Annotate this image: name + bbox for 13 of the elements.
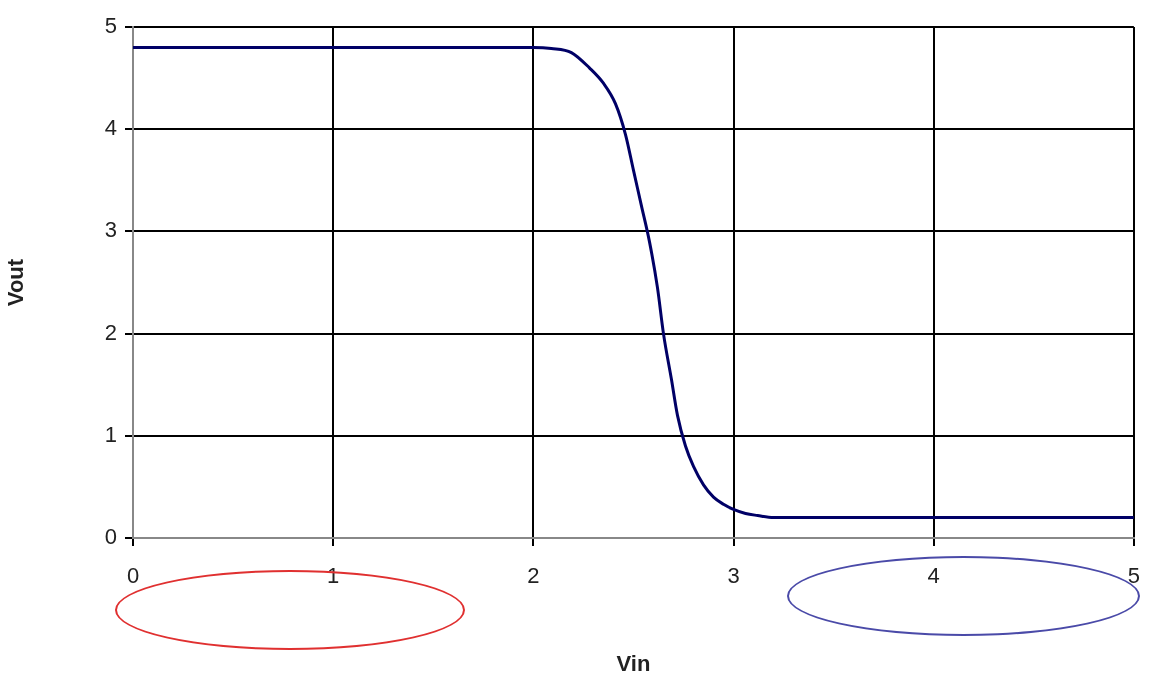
x-tick-label: 5 [1127, 563, 1141, 589]
y-tick-label: 3 [104, 217, 117, 243]
x-tick-label: 3 [727, 563, 740, 589]
y-tick-label: 2 [104, 319, 117, 345]
x-axis-title: Vin [616, 650, 651, 676]
y-tick-label: 4 [104, 115, 117, 141]
x-tick-label: 0 [126, 563, 140, 589]
x-tick-label: 2 [527, 563, 540, 589]
y-tick-label: 0 [104, 524, 117, 550]
y-tick-label: 1 [104, 421, 117, 447]
y-axis-title: Vout [3, 258, 29, 307]
y-tick-label: 5 [104, 13, 117, 39]
x-tick-label: 4 [927, 563, 940, 589]
